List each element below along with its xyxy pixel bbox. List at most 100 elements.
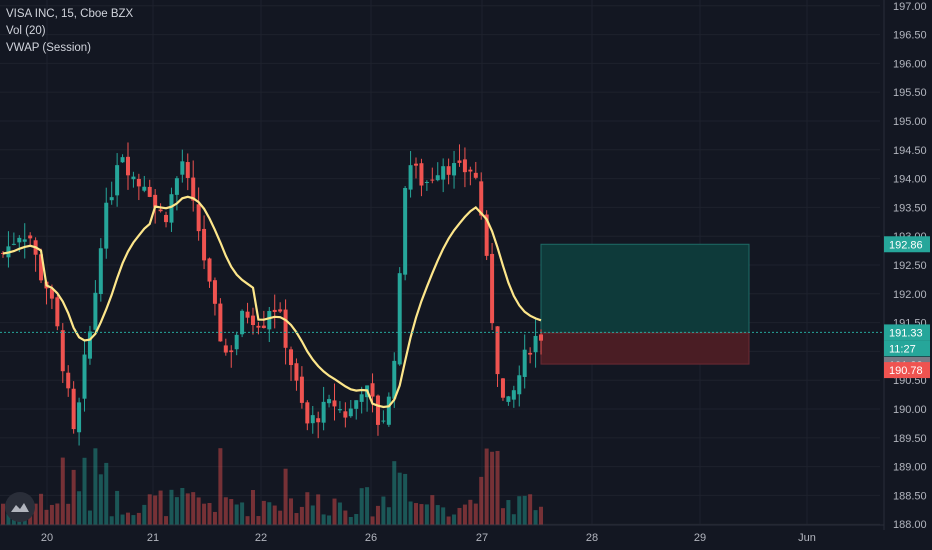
price-tick-label: 188.00 bbox=[893, 519, 927, 531]
volume-bar bbox=[44, 509, 49, 525]
candle-body bbox=[212, 280, 217, 304]
vwap-indicator-label[interactable]: VWAP (Session) bbox=[6, 42, 91, 54]
profit-zone[interactable] bbox=[540, 243, 750, 334]
price-tick-label: 195.50 bbox=[893, 87, 927, 99]
volume-indicator-label[interactable]: Vol (20) bbox=[6, 25, 46, 37]
time-axis[interactable]: 20 21 22 26 27 28 29 Jun bbox=[0, 524, 884, 544]
candle-body bbox=[397, 273, 402, 365]
candle-body bbox=[22, 239, 27, 242]
volume-bar bbox=[120, 514, 125, 525]
volume-bar bbox=[490, 451, 495, 525]
long-position-tool[interactable] bbox=[540, 243, 750, 365]
vwap-line bbox=[2, 195, 542, 409]
volume-bar bbox=[522, 495, 527, 525]
volume-bar bbox=[207, 502, 212, 525]
volume-bar bbox=[337, 502, 342, 525]
volume-bar bbox=[142, 504, 147, 525]
volume-bar bbox=[82, 457, 87, 525]
volume-bar bbox=[104, 462, 109, 525]
volume-bar bbox=[278, 510, 283, 525]
volume-bar bbox=[196, 497, 201, 525]
time-tick-label: 22 bbox=[255, 532, 267, 544]
candle-body bbox=[462, 159, 467, 173]
chart-legend: VISA INC, 15, Cboe BZX Vol (20) VWAP (Se… bbox=[6, 6, 133, 57]
candle-body bbox=[354, 400, 359, 409]
volume-bar bbox=[49, 504, 54, 525]
volume-bar bbox=[169, 489, 174, 525]
candle-body bbox=[283, 309, 288, 348]
volume-bar bbox=[539, 506, 543, 525]
volume-bar bbox=[153, 495, 158, 525]
volume-bar bbox=[533, 510, 538, 525]
candle-body bbox=[82, 354, 87, 399]
candle-body bbox=[495, 326, 500, 375]
symbol-title[interactable]: VISA INC, 15, Cboe BZX bbox=[6, 8, 134, 20]
volume-bar bbox=[60, 457, 65, 525]
volume-bar bbox=[506, 500, 511, 525]
volume-bar bbox=[424, 504, 429, 525]
time-tick-label: Jun bbox=[798, 532, 816, 544]
volume-bar bbox=[272, 505, 277, 525]
price-tick-label: 190.00 bbox=[893, 404, 927, 416]
price-tick-label: 189.00 bbox=[893, 462, 927, 474]
candle-body bbox=[125, 156, 130, 176]
candle-body bbox=[207, 258, 212, 282]
candle-body bbox=[115, 165, 120, 196]
loss-zone[interactable] bbox=[540, 332, 750, 365]
volume-bar bbox=[1, 503, 5, 525]
candle-body bbox=[473, 172, 478, 178]
candle-body bbox=[223, 345, 228, 353]
volume-bars bbox=[1, 448, 543, 525]
volume-bar bbox=[517, 496, 522, 525]
price-axis[interactable]: 197.00 196.50 196.00 195.50 195.00 194.50 194.… bbox=[883, 0, 932, 550]
volume-bar bbox=[174, 497, 179, 525]
candle-body bbox=[17, 237, 22, 243]
volume-bar bbox=[185, 493, 190, 525]
stop-price-tag bbox=[884, 362, 930, 379]
target-price-tag bbox=[884, 236, 930, 253]
candle-body bbox=[109, 197, 114, 201]
candle-body bbox=[185, 162, 190, 178]
candle-body bbox=[294, 363, 299, 381]
candle-body bbox=[533, 335, 538, 353]
volume-bar bbox=[348, 516, 353, 525]
candle-body bbox=[452, 163, 457, 176]
volume-bar bbox=[115, 490, 120, 525]
volume-bar bbox=[66, 503, 71, 525]
candle-body bbox=[28, 235, 33, 239]
candle-body bbox=[403, 187, 408, 275]
volume-bar bbox=[229, 499, 234, 525]
volume-bar bbox=[55, 503, 60, 525]
volume-bar bbox=[327, 515, 332, 525]
candle-body bbox=[55, 297, 60, 327]
volume-bar bbox=[500, 508, 505, 525]
target-price-tag-text: 192.86 bbox=[889, 239, 923, 251]
candle-body bbox=[267, 311, 272, 330]
volume-bar bbox=[256, 516, 261, 525]
volume-bar bbox=[332, 498, 337, 525]
volume-bar bbox=[305, 492, 310, 525]
volume-bar bbox=[462, 504, 467, 525]
price-tick-label: 192.00 bbox=[893, 289, 927, 301]
candle-body bbox=[414, 163, 419, 166]
volume-bar bbox=[223, 497, 228, 525]
candle-body bbox=[430, 179, 435, 181]
price-tick-label: 195.00 bbox=[893, 116, 927, 128]
candle-body bbox=[332, 400, 337, 407]
candle-body bbox=[71, 388, 76, 430]
candle-body bbox=[506, 396, 511, 402]
price-tick-label: 196.00 bbox=[893, 58, 927, 70]
tradingview-logo-icon[interactable] bbox=[5, 492, 35, 522]
volume-bar bbox=[202, 503, 207, 525]
volume-bar bbox=[392, 461, 397, 525]
volume-bar bbox=[218, 448, 223, 525]
last-price-tag bbox=[884, 324, 930, 341]
candle-body bbox=[66, 372, 71, 389]
volume-bar bbox=[495, 450, 500, 525]
candle-body bbox=[229, 350, 234, 353]
volume-bar bbox=[403, 473, 408, 525]
countdown-tag bbox=[884, 340, 930, 357]
candle-body bbox=[158, 209, 163, 212]
candle-body bbox=[370, 383, 375, 397]
